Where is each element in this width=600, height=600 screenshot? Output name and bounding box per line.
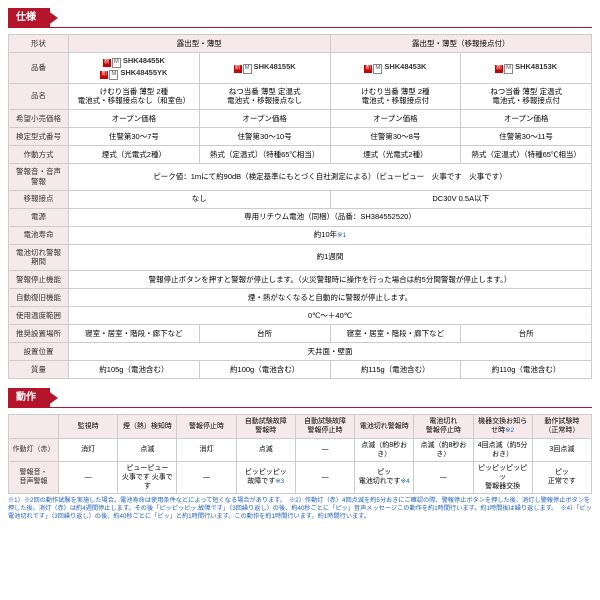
row-price: 希望小売価格 [9, 110, 69, 128]
op-r2c7: — [414, 461, 473, 493]
op-r1h: 作動灯（赤） [9, 438, 59, 461]
op-r2c8: ピッピッピッピッ 警報器交換 [473, 461, 532, 493]
relay-none: なし [69, 190, 331, 208]
loc-1: 寝室・居室・階段・廊下など [69, 325, 200, 343]
op-c6: 電池切れ警報時 [355, 415, 414, 439]
mass-3: 約115g（電池含む） [330, 361, 461, 379]
price-3: オープン価格 [330, 110, 461, 128]
model-4: 新MSHK48153K [461, 53, 592, 84]
op-r1c2: 点滅 [118, 438, 177, 461]
name-2: ねつ当番 薄型 定温式 電池式・移報接点なし [199, 83, 330, 110]
op-r2c9: ピッ 正常です [532, 461, 591, 493]
price-1: オープン価格 [69, 110, 200, 128]
spec-header: 仕様 [8, 8, 592, 28]
op-header: 動作 [8, 388, 592, 408]
mass-2: 約100g（電池含む） [199, 361, 330, 379]
row-life: 電池寿命 [9, 226, 69, 244]
op-r2c4: ピッピッピッ 故障です※3 [236, 461, 295, 493]
row-stop: 警報停止機能 [9, 271, 69, 289]
row-method: 作動方式 [9, 146, 69, 164]
op-r1c9: 3回点滅 [532, 438, 591, 461]
cert-4: 住警第30～11号 [461, 128, 592, 146]
op-r1c4: 点滅 [236, 438, 295, 461]
name-3: けむり当番 薄型 2種 電池式・移報接点付 [330, 83, 461, 110]
op-r1c8: 4回点滅（約5分おき） [473, 438, 532, 461]
op-c0 [9, 415, 59, 439]
op-r1c6: 点滅（約8秒おき） [355, 438, 414, 461]
op-c9: 動作試験時 （正常時） [532, 415, 591, 439]
name-4: ねつ当番 薄型 定温式 電池式・移報接点付 [461, 83, 592, 110]
op-r1c3: 消灯 [177, 438, 236, 461]
op-c8: 機器交換お知らせ時※2 [473, 415, 532, 439]
footnotes: ※1）※2回の動作試験を実施した場合。電池寿命は使用条件などによって短くなる場合… [8, 497, 592, 521]
op-c1: 監視時 [59, 415, 118, 439]
row-alarm: 警報音・音声警報 [9, 164, 69, 191]
row-name: 品名 [9, 83, 69, 110]
row-shape: 形状 [9, 35, 69, 53]
op-r1c5: — [295, 438, 354, 461]
op-c3: 警報停止時 [177, 415, 236, 439]
method-2: 熱式（定温式）（特種65℃相当） [199, 146, 330, 164]
op-r1c7: 点滅（約8秒おき） [414, 438, 473, 461]
cert-2: 住警第30～10号 [199, 128, 330, 146]
temp-val: 0℃～＋40℃ [69, 307, 592, 325]
op-r2h: 警報音・ 音声警報 [9, 461, 59, 493]
method-4: 熱式（定温式）（特種65℃相当） [461, 146, 592, 164]
shape-2: 露出型・薄型（移報接点付） [330, 35, 592, 53]
loc-4: 台所 [461, 325, 592, 343]
mount-val: 天井面・壁面 [69, 343, 592, 361]
row-relay: 移報接点 [9, 190, 69, 208]
row-mass: 質量 [9, 361, 69, 379]
op-c2: 煙（熱）検知時 [118, 415, 177, 439]
spec-table: 形状 露出型・薄型 露出型・薄型（移報接点付） 品番 新MSHK48455K新M… [8, 34, 592, 379]
name-1: けむり当番 薄型 2種 電池式・移報接点なし（和室色） [69, 83, 200, 110]
mass-4: 約110g（電池含む） [461, 361, 592, 379]
power-val: 専用リチウム電池（同梱）（品番：SH384552520） [69, 208, 592, 226]
cert-1: 住警第30～7号 [69, 128, 200, 146]
row-loc: 推奨設置場所 [9, 325, 69, 343]
method-3: 煙式（光電式2種） [330, 146, 461, 164]
row-lowbatt: 電池切れ警報期間 [9, 244, 69, 271]
row-cert: 検定型式番号 [9, 128, 69, 146]
method-1: 煙式（光電式2種） [69, 146, 200, 164]
op-table: 監視時 煙（熱）検知時 警報停止時 自動試験故障 警報時 自動試験故障 警報停止… [8, 414, 592, 494]
shape-1: 露出型・薄型 [69, 35, 331, 53]
loc-2: 台所 [199, 325, 330, 343]
op-c7: 電池切れ 警報停止時 [414, 415, 473, 439]
row-auto: 自動復旧機能 [9, 289, 69, 307]
row-temp: 使用温度範囲 [9, 307, 69, 325]
op-r2c5: — [295, 461, 354, 493]
op-r2c2: ピューピュー 火事です 火事です [118, 461, 177, 493]
model-3: 新MSHK48453K [330, 53, 461, 84]
op-c5: 自動試験故障 警報停止時 [295, 415, 354, 439]
price-4: オープン価格 [461, 110, 592, 128]
op-r2c3: — [177, 461, 236, 493]
op-r2c1: — [59, 461, 118, 493]
alarm-val: ピーク値：1mにて約90dB（検定基準にもとづく自社測定による）（ピューピュー … [69, 164, 592, 191]
op-r1c1: 消灯 [59, 438, 118, 461]
row-power: 電源 [9, 208, 69, 226]
auto-val: 煙・熱がなくなると自動的に警報が停止します。 [69, 289, 592, 307]
stop-val: 警報停止ボタンを押すと警報が停止します。（火災警報時に操作を行った場合は約5分間… [69, 271, 592, 289]
model-1: 新MSHK48455K新MSHK48455YK [69, 53, 200, 84]
op-r2c6: ピッ 電池切れです※4 [355, 461, 414, 493]
life-val: 約10年※1 [69, 226, 592, 244]
relay-yes: DC30V 0.5A以下 [330, 190, 592, 208]
row-mount: 設置位置 [9, 343, 69, 361]
lowbatt-val: 約1週間 [69, 244, 592, 271]
loc-3: 寝室・居室・階段・廊下など [330, 325, 461, 343]
cert-3: 住警第30～8号 [330, 128, 461, 146]
model-2: 新MSHK48155K [199, 53, 330, 84]
row-model: 品番 [9, 53, 69, 84]
mass-1: 約105g（電池含む） [69, 361, 200, 379]
price-2: オープン価格 [199, 110, 330, 128]
op-c4: 自動試験故障 警報時 [236, 415, 295, 439]
